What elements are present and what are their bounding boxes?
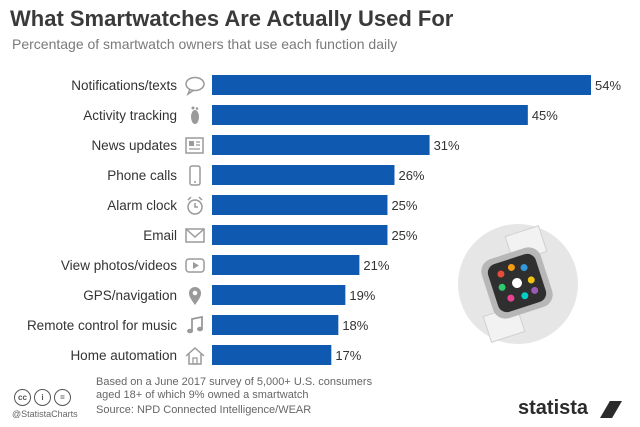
license-icons: cc i = [14, 389, 71, 406]
bar [212, 105, 528, 125]
statista-logo[interactable]: statista [518, 397, 589, 419]
footnote-line-1: Based on a June 2017 survey of 5,000+ U.… [96, 376, 373, 388]
smartwatch-illustration [458, 224, 578, 344]
map-pin-icon [189, 287, 201, 305]
app-dot-red [496, 269, 506, 279]
bar-value-label: 31% [434, 138, 460, 153]
category-label: View photos/videos [61, 258, 177, 273]
watch-case [477, 243, 557, 323]
bar-value-label: 54% [595, 78, 621, 93]
video-play-icon [185, 258, 205, 273]
app-dot-yellow [526, 275, 536, 285]
category-label: Alarm clock [107, 198, 177, 213]
app-dot-pink [506, 293, 516, 303]
music-note-icon [187, 315, 203, 334]
bar [212, 135, 430, 155]
app-dot-white [510, 276, 524, 290]
app-dot-green [497, 282, 507, 292]
category-label: GPS/navigation [83, 288, 177, 303]
alarm-clock-icon [187, 196, 203, 215]
speech-bubble-icon [185, 76, 205, 96]
bar-value-label: 26% [398, 168, 424, 183]
page-subtitle: Percentage of smartwatch owners that use… [12, 36, 398, 52]
bar [212, 285, 346, 305]
bar-value-label: 18% [342, 318, 368, 333]
footprint-icon [191, 106, 199, 124]
category-label: Activity tracking [83, 108, 177, 123]
info-icon[interactable]: i [34, 389, 51, 406]
bar [212, 345, 332, 365]
source-note: Source: NPD Connected Intelligence/WEAR [96, 404, 312, 416]
category-label: Home automation [70, 348, 177, 363]
footnote: Based on a June 2017 survey of 5,000+ U.… [96, 376, 372, 402]
category-label: News updates [91, 138, 177, 153]
bar-value-label: 25% [391, 198, 417, 213]
bar-value-label: 21% [363, 258, 389, 273]
smartphone-icon [189, 165, 201, 186]
creative-commons-icon[interactable]: cc [14, 389, 31, 406]
category-label: Notifications/texts [71, 78, 177, 93]
category-label: Phone calls [107, 168, 177, 183]
newspaper-icon [185, 137, 204, 154]
footnote-line-2: aged 18+ of which 9% owned a smartwatch [96, 389, 309, 401]
bar-value-label: 25% [391, 228, 417, 243]
app-dot-blue [519, 263, 529, 272]
app-dot-orange [507, 263, 516, 272]
app-dot-cyan [520, 291, 530, 301]
bar [212, 75, 591, 95]
envelope-icon [185, 228, 205, 243]
bar-value-label: 19% [349, 288, 375, 303]
twitter-handle[interactable]: @StatistaCharts [12, 409, 78, 419]
page-title: What Smartwatches Are Actually Used For [10, 6, 454, 31]
bar [212, 195, 388, 215]
bar [212, 165, 395, 185]
bar [212, 315, 339, 335]
house-icon [185, 346, 205, 365]
watch-screen [485, 251, 549, 315]
bar [212, 255, 360, 275]
no-derivatives-icon[interactable]: = [54, 389, 71, 406]
bar-value-label: 45% [532, 108, 558, 123]
app-dot-purple [530, 285, 540, 295]
bar-value-label: 17% [335, 348, 361, 363]
category-label: Email [143, 228, 177, 243]
category-label: Remote control for music [27, 318, 177, 333]
bar [212, 225, 388, 245]
